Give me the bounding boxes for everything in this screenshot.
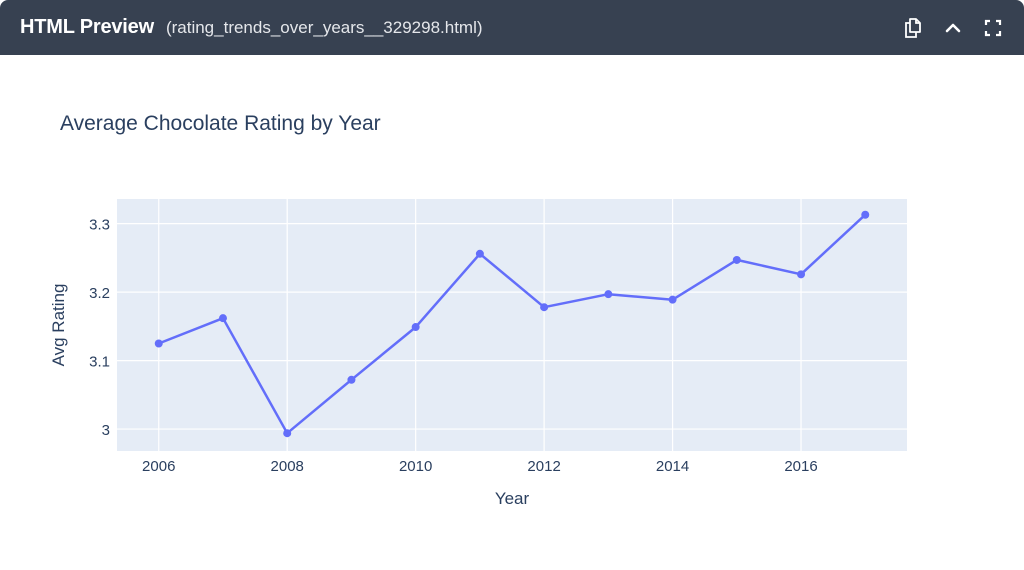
window-filename: (rating_trends_over_years__329298.html) xyxy=(165,17,483,37)
y-tick-label: 3 xyxy=(102,422,110,439)
y-tick-label: 3.3 xyxy=(89,217,110,234)
y-axis-label: Avg Rating xyxy=(49,284,68,367)
data-point[interactable] xyxy=(347,375,356,384)
data-point[interactable] xyxy=(218,314,227,323)
copy-icon[interactable] xyxy=(902,17,924,39)
window-title: HTML Preview xyxy=(20,16,154,38)
data-point[interactable] xyxy=(604,290,613,299)
data-point[interactable] xyxy=(283,429,292,438)
data-line xyxy=(158,213,867,435)
data-point[interactable] xyxy=(540,303,549,312)
data-point[interactable] xyxy=(732,255,741,264)
data-point[interactable] xyxy=(668,295,677,304)
chevron-up-icon[interactable] xyxy=(942,17,964,39)
y-axis-ticks: 3 3.1 3.2 3.3 xyxy=(89,217,110,439)
data-markers xyxy=(154,210,870,438)
x-tick-label: 2008 xyxy=(271,458,304,475)
x-axis-ticks: 2006 2008 2010 2012 2014 2016 xyxy=(142,458,818,475)
x-tick-label: 2012 xyxy=(527,458,560,475)
x-axis-label: Year xyxy=(495,489,530,508)
chart-title: Average Chocolate Rating by Year xyxy=(60,112,381,135)
data-point[interactable] xyxy=(797,270,806,279)
x-tick-label: 2010 xyxy=(399,458,432,475)
y-tick-label: 3.1 xyxy=(89,354,110,371)
y-tick-label: 3.2 xyxy=(89,285,110,302)
titlebar: HTML Preview (rating_trends_over_years__… xyxy=(0,0,1024,55)
x-tick-label: 2006 xyxy=(142,458,175,475)
line-chart: 3 3.1 3.2 3.3 2006 2008 2010 2012 2014 2016 Year… xyxy=(49,199,907,508)
x-tick-label: 2016 xyxy=(784,458,817,475)
gridlines xyxy=(117,199,907,451)
data-point[interactable] xyxy=(861,210,870,219)
data-point[interactable] xyxy=(411,323,420,332)
x-tick-label: 2014 xyxy=(656,458,689,475)
fullscreen-icon[interactable] xyxy=(982,17,1004,39)
titlebar-actions xyxy=(902,0,1004,55)
data-point[interactable] xyxy=(475,249,484,258)
data-point[interactable] xyxy=(154,339,163,348)
plot-area[interactable] xyxy=(117,199,907,451)
chart-container: Average Chocolate Rating by Year 3 3.1 3.2… xyxy=(0,55,1024,570)
